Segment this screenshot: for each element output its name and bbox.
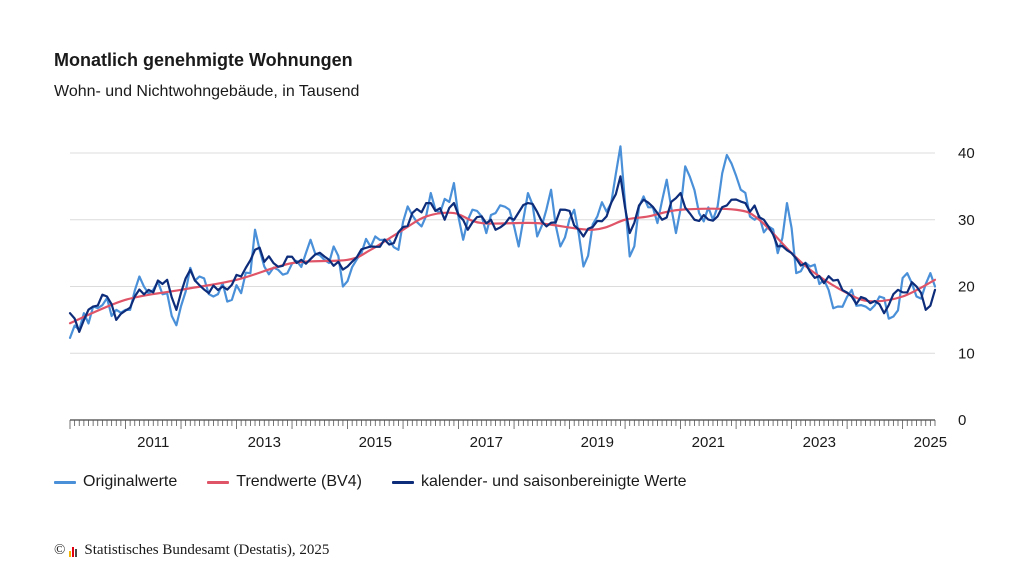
x-axis [69, 419, 936, 429]
legend-label-adjusted: kalender- und saisonbereinigte Werte [420, 473, 687, 490]
legend-swatch-original [54, 480, 76, 484]
legend: Originalwerte Trendwerte (BV4) kalender-… [54, 473, 717, 491]
y-tick-label-20: 20 [958, 279, 975, 296]
copyright-symbol: © [54, 542, 66, 558]
x-axis-labels: 2011 2013 2015 2017 2019 2021 2023 2025 [137, 434, 947, 451]
x-tick-label-2019: 2019 [581, 434, 614, 451]
chart-subtitle: Wohn- und Nichtwohngebäude, in Tausend [54, 83, 360, 100]
series-line-adjusted [68, 175, 937, 333]
grid-lines [70, 152, 935, 354]
x-tick-label-2017: 2017 [470, 434, 503, 451]
legend-item-original: Originalwerte [54, 473, 177, 491]
y-tick-label-0: 0 [958, 412, 966, 429]
x-tick-label-2021: 2021 [692, 434, 725, 451]
series-line-trend [68, 207, 937, 325]
x-axis-month-ticks [69, 420, 936, 429]
y-axis-labels: 0 10 20 30 40 [958, 145, 975, 429]
x-tick-label-2023: 2023 [803, 434, 836, 451]
legend-swatch-trend [207, 480, 230, 484]
legend-item-trend: Trendwerte (BV4) [207, 473, 362, 491]
source-text: Statistisches Bundesamt (Destatis), 2025 [84, 542, 330, 558]
legend-label-original: Originalwerte [83, 473, 178, 490]
y-tick-label-40: 40 [958, 145, 975, 162]
x-tick-label-2011: 2011 [137, 434, 169, 451]
chart-title: Monatlich genehmigte Wohnungen [54, 50, 353, 70]
legend-swatch-adjusted [391, 480, 414, 484]
legend-label-trend: Trendwerte (BV4) [236, 473, 362, 490]
y-tick-label-30: 30 [958, 212, 975, 229]
x-tick-label-2025: 2025 [914, 434, 947, 451]
destatis-logo-icon [69, 545, 78, 557]
legend-item-adjusted: kalender- und saisonbereinigte Werte [391, 473, 687, 491]
y-tick-label-10: 10 [958, 345, 975, 362]
x-tick-label-2013: 2013 [248, 434, 281, 451]
series-line-original [68, 145, 937, 339]
source-note: © Statistisches Bundesamt (Destatis), 20… [54, 542, 329, 559]
x-tick-label-2015: 2015 [359, 434, 392, 451]
series-lines [68, 145, 937, 339]
